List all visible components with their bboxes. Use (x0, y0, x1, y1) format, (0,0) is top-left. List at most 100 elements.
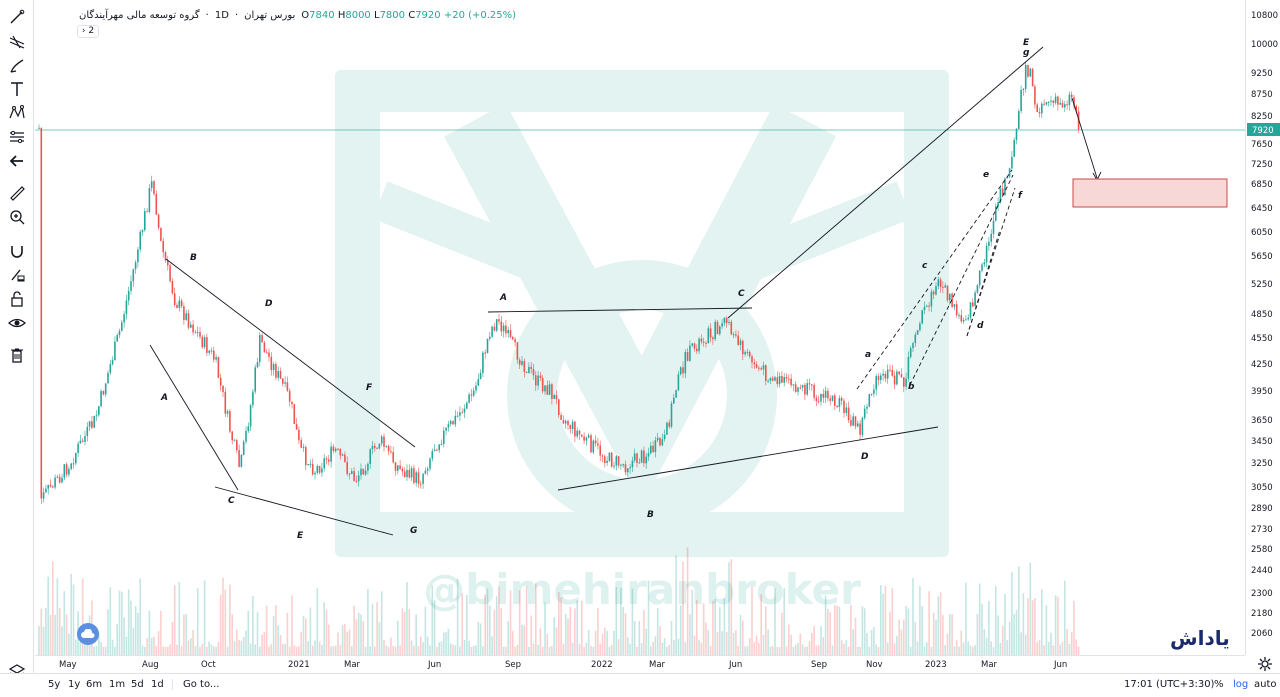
trendline-A-C-top (487, 307, 753, 313)
volume-bar (245, 630, 247, 655)
volume-bar (1054, 595, 1057, 655)
price-chart[interactable]: @bimehiranbroker A B C D E F G A B C D Eg a b c d e f (35, 0, 1245, 655)
volume-bar (967, 641, 969, 655)
auto-toggle[interactable]: auto (1254, 679, 1277, 690)
candle-body (167, 260, 169, 266)
candle-body (636, 453, 638, 463)
timeframe-5d[interactable]: 5d (131, 679, 144, 690)
text-tool-icon[interactable] (6, 78, 28, 100)
cloud-icon[interactable] (77, 623, 99, 645)
goto-button[interactable]: Go to... (172, 679, 219, 690)
volume-bar (815, 645, 818, 655)
candle-body (675, 390, 677, 398)
collapse-legend-button[interactable]: › 2 (77, 25, 99, 38)
elliott-wave-drawings[interactable] (149, 46, 1102, 536)
candle-body (751, 356, 753, 363)
candle-body (677, 374, 680, 391)
candle-body (429, 458, 431, 469)
target-zone[interactable] (1072, 178, 1228, 208)
trash-icon[interactable] (6, 344, 28, 366)
log-toggle[interactable]: log (1233, 679, 1249, 690)
volume-bar (866, 632, 868, 655)
trend-line-icon[interactable] (6, 31, 28, 53)
timeframe-1y[interactable]: 1y (68, 679, 81, 690)
candle-body (134, 262, 137, 270)
volume-bar (484, 594, 486, 655)
candle-body (1020, 89, 1022, 112)
volume-bar (516, 644, 519, 655)
candle-body (351, 471, 353, 474)
volume-bar (314, 640, 316, 655)
volume-bar (1073, 600, 1075, 655)
bottom-toolbar: 5y 1y 6m 1m 5d 1d Go to... 17:01 (UTC+3:… (0, 673, 1280, 697)
volume-bar (231, 614, 233, 655)
percent-toggle[interactable]: % (1214, 679, 1224, 690)
volume-bar (199, 646, 201, 655)
volume-bar (447, 628, 450, 655)
volume-bar (288, 646, 291, 655)
candle-body (146, 211, 148, 213)
volume-bar (311, 645, 314, 655)
timeframe-1d[interactable]: 1d (151, 679, 164, 690)
back-arrow-icon[interactable] (6, 150, 28, 172)
candle-body (771, 378, 774, 381)
ruler-icon[interactable] (6, 182, 28, 204)
candle-body (857, 423, 859, 427)
volume-bar (107, 609, 109, 655)
volume-bar (183, 614, 185, 655)
volume-bar (68, 633, 70, 655)
settings-icon[interactable] (1257, 656, 1273, 672)
volume-bar (300, 632, 302, 655)
pattern-icon[interactable] (6, 102, 28, 124)
price-axis[interactable]: 10800 10000 9250 8750 8250 7650 7250 6850 6450 60… (1245, 0, 1280, 655)
candle-body (206, 337, 208, 353)
magnet-icon[interactable] (6, 240, 28, 262)
candle-body (171, 280, 174, 294)
wave-label: B (190, 253, 197, 263)
time-tick-label: Mar (981, 660, 998, 670)
clock-display[interactable]: 17:01 (UTC+3:30) (1124, 679, 1215, 690)
timeframe-6m[interactable]: 6m (86, 679, 103, 690)
brush-icon[interactable] (6, 55, 28, 77)
volume-bar (344, 623, 346, 655)
volume-bar (445, 632, 447, 655)
volume-bar (581, 600, 583, 655)
candle-body (935, 286, 937, 295)
volume-bar (525, 586, 528, 655)
candle-body (875, 376, 877, 390)
lock-drawing-icon[interactable] (6, 264, 28, 286)
volume-bar (378, 622, 381, 655)
candle-body (882, 373, 884, 376)
eye-icon[interactable] (6, 312, 28, 334)
candle-body (440, 444, 443, 446)
timeframe-1m[interactable]: 1m (109, 679, 126, 690)
timeframe-5y[interactable]: 5y (48, 679, 61, 690)
interval-label[interactable]: 1D (214, 9, 229, 21)
prediction-icon[interactable] (6, 126, 28, 148)
candle-body (546, 385, 549, 395)
volume-bar (178, 582, 181, 655)
candle-body (995, 206, 997, 221)
candle-body (38, 127, 40, 129)
candle-body (88, 421, 91, 427)
candle-body (509, 330, 512, 338)
candle-body (921, 310, 923, 324)
candle-body (337, 448, 339, 450)
candle-body (652, 445, 654, 453)
candle-body (376, 447, 378, 449)
candle-body (500, 321, 503, 332)
crosshair-icon[interactable] (6, 6, 28, 28)
candle-body (528, 366, 530, 373)
volume-bar (302, 615, 305, 655)
volume-bar (495, 596, 498, 655)
zoom-icon[interactable] (6, 206, 28, 228)
candle-body (792, 384, 795, 386)
candle-body (893, 375, 896, 385)
time-axis[interactable]: May Aug Oct 2021 Mar Jun Sep 2022 Mar Jun Sep Nov 20… (35, 655, 1245, 673)
candle-body (77, 443, 79, 453)
lock-icon[interactable] (6, 288, 28, 310)
candle-body (725, 317, 728, 323)
volume-bar (965, 582, 967, 655)
symbol-name[interactable]: گروه توسعه مالی مهرآیندگان (79, 9, 200, 21)
